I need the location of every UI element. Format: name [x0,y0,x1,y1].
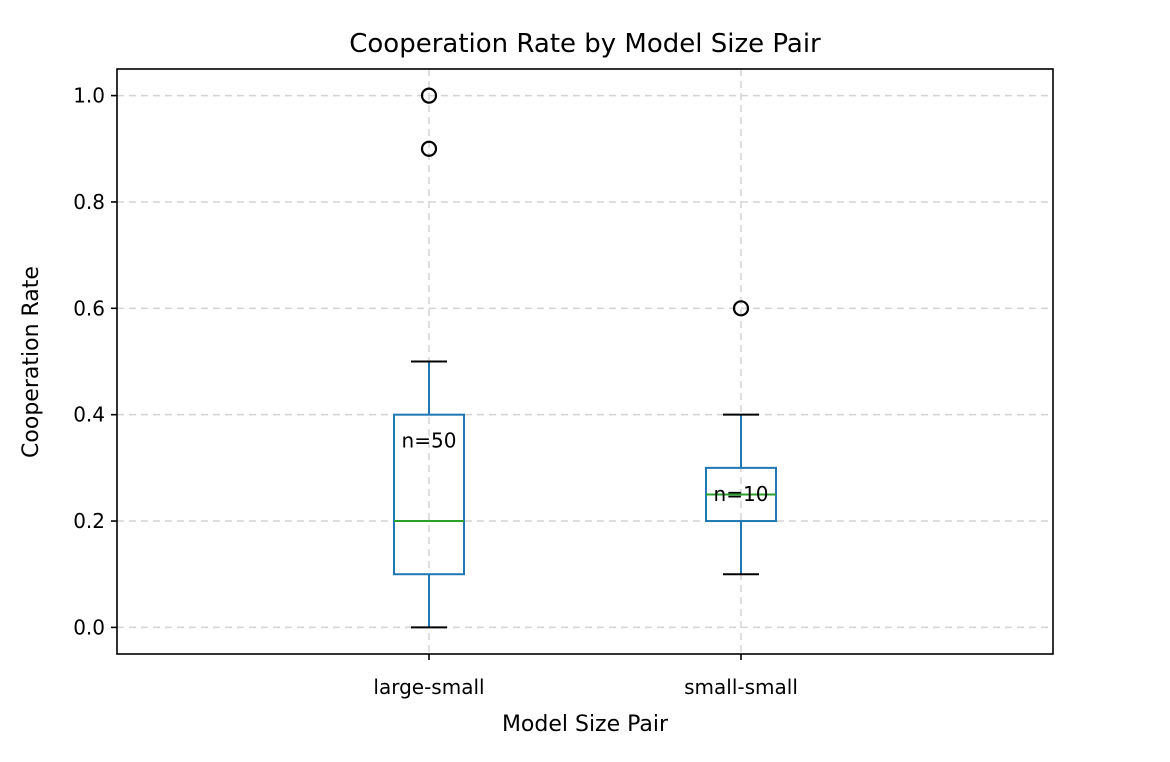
iqr-box [393,413,465,576]
plot-frame [116,68,1054,655]
grid-layer [117,69,1053,654]
outlier-point [420,87,438,104]
y-axis-label: Cooperation Rate [19,266,44,458]
y-tick-label: 0.8 [73,190,105,214]
plot-layer: n=50 n=10 [393,87,777,629]
axis-layer: 0.0 0.2 0.4 0.6 0.8 1.0 large-small small-small [73,84,798,699]
outlier-point [732,300,750,317]
x-tick-label: large-small [373,675,484,699]
y-tick-label: 1.0 [73,84,105,108]
y-tick-label: 0.6 [73,296,105,320]
x-axis-label: Model Size Pair [502,712,669,737]
x-tick-label: small-small [684,675,798,699]
chart-title: Cooperation Rate by Model Size Pair [349,29,821,59]
y-tick-label: 0.0 [73,615,105,639]
y-tick-label: 0.2 [73,509,105,533]
sample-size-label: n=10 [714,482,769,506]
sample-size-label: n=50 [402,429,457,453]
y-tick-label: 0.4 [73,403,105,427]
outlier-point [420,140,438,157]
